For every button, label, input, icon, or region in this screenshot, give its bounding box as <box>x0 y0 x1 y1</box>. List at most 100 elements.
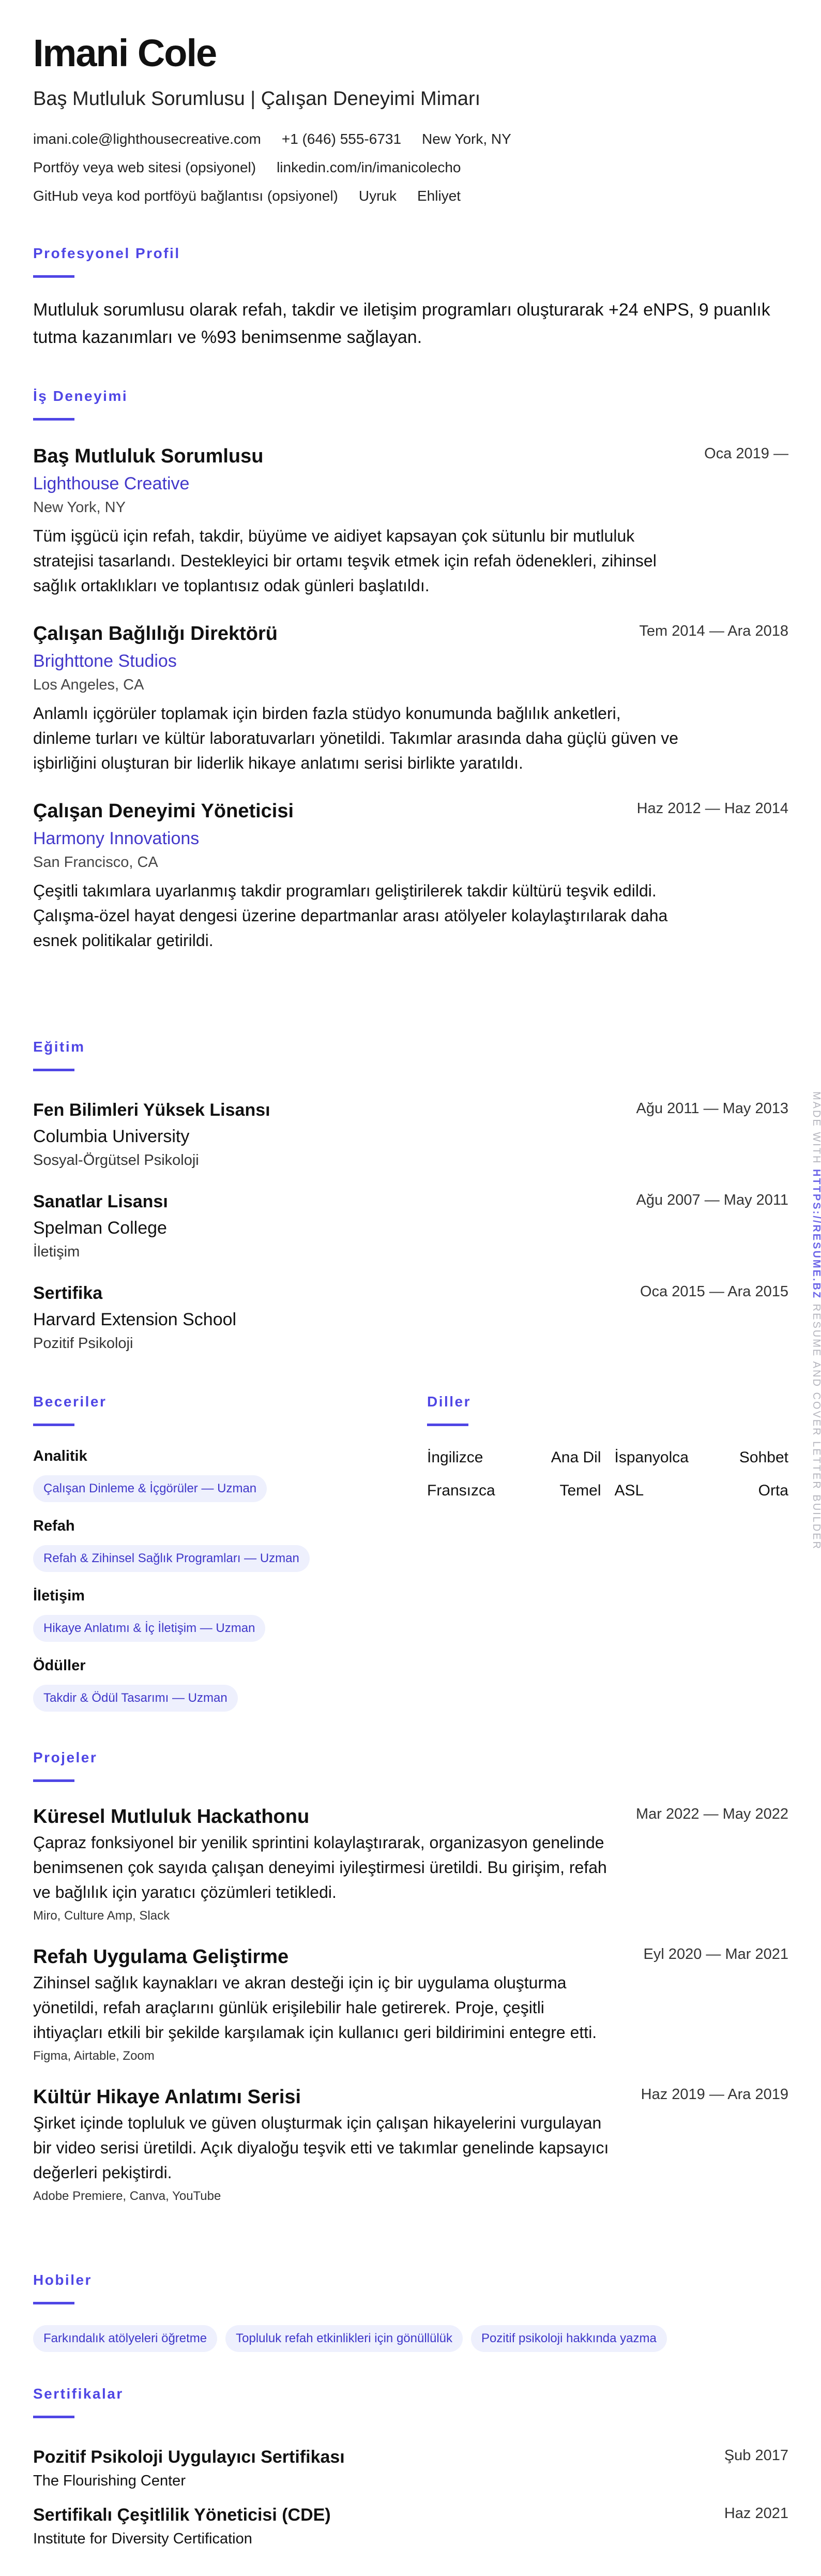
project-description: Zihinsel sağlık kaynakları ve akran dest… <box>33 1973 597 2042</box>
section-heading: Profesyonel Profil <box>33 245 180 261</box>
job-header: Çalışan Deneyimi Yöneticisi Haz 2012 — Ha… <box>33 800 788 822</box>
language-level: Temel <box>559 1482 601 1499</box>
skill-pill-wrap: Hikaye Anlatımı & İç İletişim — Uzman <box>33 1615 395 1642</box>
skill-category: Refah <box>33 1518 75 1534</box>
section-underline <box>427 1424 468 1426</box>
hobby-pill: Farkındalık atölyeleri öğretme <box>33 2325 218 2352</box>
job-entry: Çalışan Deneyimi Yöneticisi Haz 2012 — Ha… <box>33 800 788 953</box>
location: New York, NY <box>422 131 511 147</box>
section-heading: Sertifikalar <box>33 2386 124 2402</box>
skills-section: Beceriler Analitik Çalışan Dinleme & İçgö… <box>33 1394 395 1712</box>
contact-row: GitHub veya kod portföyü bağlantısı (ops… <box>33 188 788 204</box>
portfolio-link[interactable]: Portföy veya web sitesi (opsiyonel) <box>33 159 256 175</box>
school: Spelman College <box>33 1218 167 1238</box>
watermark-prefix: MADE WITH <box>811 1091 821 1169</box>
hobbies-section: Hobiler Farkındalık atölyeleri öğretme To… <box>33 2272 788 2352</box>
project-tools: Adobe Premiere, Canva, YouTube <box>33 2189 221 2203</box>
watermark-link[interactable]: HTTPS://RESUME.BZ <box>811 1169 821 1300</box>
project-header: Refah Uygulama Geliştirme Eyl 2020 — Mar … <box>33 1946 788 1968</box>
company-name: Harmony Innovations <box>33 829 200 848</box>
experience-section: İş Deneyimi Baş Mutluluk Sorumlusu Oca 20… <box>33 388 788 953</box>
language-name: İngilizce <box>427 1449 483 1466</box>
project-dates: Haz 2019 — Ara 2019 <box>641 2086 788 2103</box>
degree: Fen Bilimleri Yüksek Lisansı <box>33 1100 270 1120</box>
profile-text: Mutluluk sorumlusu olarak refah, takdir … <box>33 300 770 347</box>
job-dates: Tem 2014 — Ara 2018 <box>639 623 788 639</box>
skill-category: Ödüller <box>33 1657 86 1674</box>
language-item: ASL Orta <box>615 1482 789 1500</box>
job-description: Çeşitli takımlara uyarlanmış takdir prog… <box>33 881 668 950</box>
certification-header: Pozitif Psikoloji Uygulayıcı Sertifikası… <box>33 2447 788 2467</box>
projects-section: Projeler Küresel Mutluluk Hackathonu Mar … <box>33 1749 788 2204</box>
github-link[interactable]: GitHub veya kod portföyü bağlantısı (ops… <box>33 188 338 204</box>
phone: +1 (646) 555-6731 <box>281 131 402 147</box>
profile-section: Profesyonel Profil Mutluluk sorumlusu ol… <box>33 245 788 351</box>
project-description: Çapraz fonksiyonel bir yenilik sprintini… <box>33 1833 607 1901</box>
section-heading: Hobiler <box>33 2272 92 2288</box>
job-entry: Çalışan Bağlılığı Direktörü Tem 2014 — Ar… <box>33 623 788 775</box>
contact-row: imani.cole@lighthousecreative.com +1 (64… <box>33 131 788 147</box>
education-header: Sertifika Oca 2015 — Ara 2015 <box>33 1283 788 1304</box>
job-entry: Baş Mutluluk Sorumlusu Oca 2019 — Lighthou… <box>33 445 788 598</box>
job-dates: Oca 2019 — <box>704 445 788 462</box>
project-header: Küresel Mutluluk Hackathonu Mar 2022 — Ma… <box>33 1806 788 1828</box>
skill-pill-wrap: Çalışan Dinleme & İçgörüler — Uzman <box>33 1475 395 1502</box>
certification-date: Haz 2021 <box>724 2505 788 2522</box>
project-tools: Figma, Airtable, Zoom <box>33 2049 155 2063</box>
education-dates: Ağu 2011 — May 2013 <box>636 1100 789 1117</box>
language-item: İspanyolca Sohbet <box>615 1449 789 1466</box>
section-underline <box>33 1779 74 1782</box>
education-entry: Fen Bilimleri Yüksek Lisansı Ağu 2011 — M… <box>33 1100 788 1169</box>
job-location: New York, NY <box>33 499 126 516</box>
project-entry: Kültür Hikaye Anlatımı Serisi Haz 2019 — … <box>33 2086 788 2204</box>
project-dates: Mar 2022 — May 2022 <box>636 1806 788 1822</box>
education-header: Sanatlar Lisansı Ağu 2007 — May 2011 <box>33 1192 788 1212</box>
language-level: Sohbet <box>739 1449 788 1466</box>
section-underline <box>33 275 74 278</box>
company-name: Brighttone Studios <box>33 651 177 671</box>
certification-title: Pozitif Psikoloji Uygulayıcı Sertifikası <box>33 2447 345 2467</box>
section-heading: Beceriler <box>33 1394 107 1410</box>
section-heading: Eğitim <box>33 1039 85 1055</box>
languages-section: Diller İngilizce Ana Dil İspanyolca Sohbet F… <box>427 1394 788 1500</box>
language-name: ASL <box>614 1482 644 1499</box>
skill-pill: Takdir & Ödül Tasarımı — Uzman <box>33 1685 238 1712</box>
section-underline <box>33 1424 74 1426</box>
language-item: Fransızca Temel <box>427 1482 601 1500</box>
field-of-study: Sosyal-Örgütsel Psikoloji <box>33 1152 199 1169</box>
job-header: Baş Mutluluk Sorumlusu Oca 2019 — <box>33 445 788 468</box>
job-dates: Haz 2012 — Haz 2014 <box>636 800 788 817</box>
certification-entry: Sertifikalı Çeşitlilik Yöneticisi (CDE) H… <box>33 2505 788 2548</box>
linkedin-link[interactable]: linkedin.com/in/imanicolecho <box>277 159 461 175</box>
driving-license: Ehliyet <box>417 188 461 204</box>
section-underline <box>33 418 74 421</box>
certification-issuer: The Flourishing Center <box>33 2473 186 2489</box>
skill-pill-wrap: Takdir & Ödül Tasarımı — Uzman <box>33 1685 395 1712</box>
school: Columbia University <box>33 1127 190 1146</box>
certification-issuer: Institute for Diversity Certification <box>33 2530 252 2547</box>
section-underline <box>33 2416 74 2418</box>
degree: Sanatlar Lisansı <box>33 1192 168 1211</box>
language-item: İngilizce Ana Dil <box>427 1449 601 1466</box>
nationality: Uyruk <box>358 188 397 204</box>
language-name: İspanyolca <box>614 1449 689 1466</box>
section-underline <box>33 1069 74 1071</box>
project-header: Kültür Hikaye Anlatımı Serisi Haz 2019 — … <box>33 2086 788 2108</box>
job-title: Baş Mutluluk Sorumlusu <box>33 445 264 467</box>
education-header: Fen Bilimleri Yüksek Lisansı Ağu 2011 — M… <box>33 1100 788 1120</box>
project-entry: Refah Uygulama Geliştirme Eyl 2020 — Mar … <box>33 1946 788 2063</box>
education-entry: Sanatlar Lisansı Ağu 2007 — May 2011 Spelm… <box>33 1192 788 1261</box>
job-location: San Francisco, CA <box>33 854 158 871</box>
certification-header: Sertifikalı Çeşitlilik Yöneticisi (CDE) H… <box>33 2505 788 2525</box>
degree: Sertifika <box>33 1283 103 1303</box>
project-tools: Miro, Culture Amp, Slack <box>33 1909 170 1923</box>
certifications-section: Sertifikalar Pozitif Psikoloji Uygulayıc… <box>33 2386 788 2548</box>
watermark: MADE WITH HTTPS://RESUME.BZ RESUME AND C… <box>810 1091 821 1550</box>
language-level: Orta <box>758 1482 788 1499</box>
section-underline <box>33 2302 74 2304</box>
hobby-pill: Topluluk refah etkinlikleri için gönüllü… <box>225 2325 463 2352</box>
education-dates: Oca 2015 — Ara 2015 <box>640 1283 788 1300</box>
email-link[interactable]: imani.cole@lighthousecreative.com <box>33 131 261 147</box>
education-section: Eğitim Fen Bilimleri Yüksek Lisansı Ağu 2… <box>33 1039 788 1352</box>
certification-entry: Pozitif Psikoloji Uygulayıcı Sertifikası… <box>33 2447 788 2490</box>
